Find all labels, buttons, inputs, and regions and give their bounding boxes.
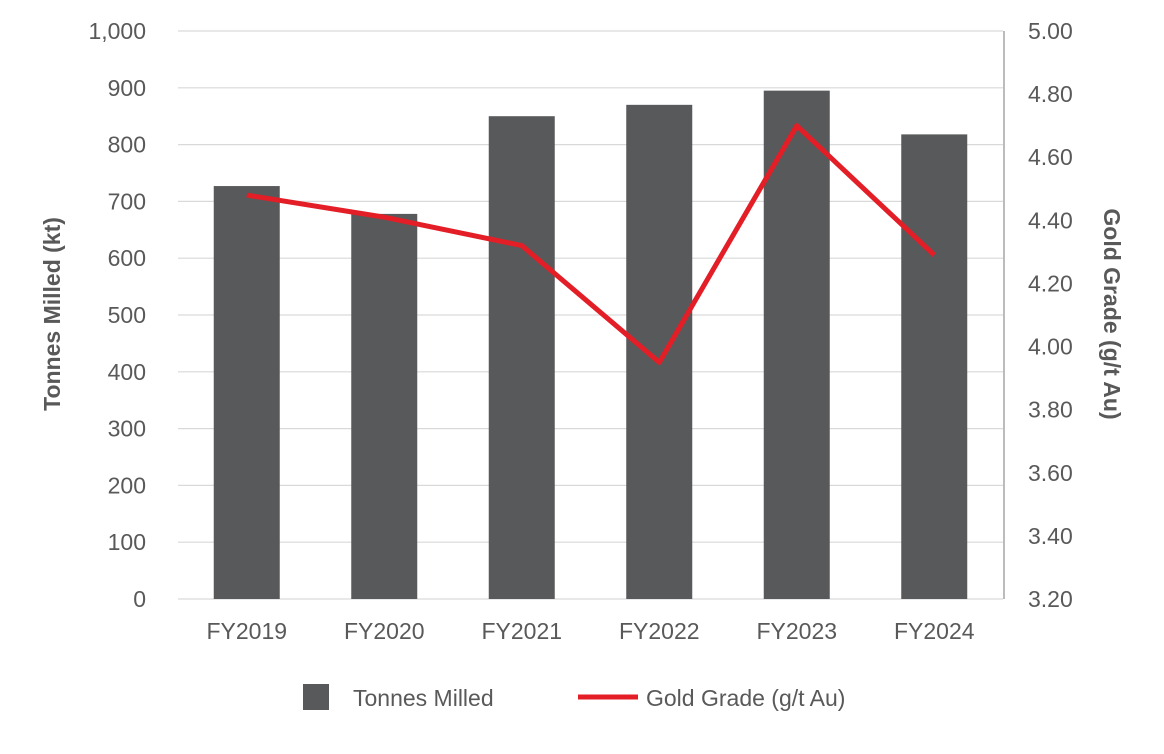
- bar: [488, 116, 555, 599]
- x-tick-label: FY2021: [481, 618, 562, 644]
- left-tick-label: 1,000: [88, 18, 146, 44]
- bar: [763, 90, 830, 599]
- right-tick-label: 3.60: [1028, 460, 1073, 486]
- right-tick-label: 3.80: [1028, 397, 1073, 423]
- bar: [626, 104, 693, 599]
- x-tick-label: FY2023: [756, 618, 837, 644]
- left-tick-label: 200: [108, 472, 146, 498]
- left-tick-label: 600: [108, 245, 146, 271]
- right-tick-label: 3.40: [1028, 523, 1073, 549]
- x-tick-label: FY2024: [894, 618, 975, 644]
- legend-label-tonnes-milled: Tonnes Milled: [353, 685, 494, 711]
- right-axis-ticks: 3.20 3.40 3.60 3.80 4.00 4.20 4.40 4.60 4.80 5.00: [1028, 18, 1073, 612]
- bar-series-tonnes-milled: [213, 90, 968, 599]
- left-axis-title: Tonnes Milled (kt): [39, 217, 65, 411]
- left-tick-label: 500: [108, 302, 146, 328]
- right-tick-label: 4.80: [1028, 81, 1073, 107]
- left-axis-ticks: 0 100 200 300 400 500 600 700 800 900 1,000: [88, 18, 146, 612]
- left-tick-label: 800: [108, 132, 146, 158]
- left-tick-label: 0: [133, 586, 146, 612]
- gold-grade-line: [246, 123, 936, 365]
- x-axis-ticks: FY2019 FY2020 FY2021 FY2022 FY2023 FY2024: [206, 618, 974, 644]
- left-tick-label: 700: [108, 188, 146, 214]
- right-tick-label: 3.20: [1028, 586, 1073, 612]
- left-tick-label: 100: [108, 529, 146, 555]
- line-series-gold-grade: [246, 123, 936, 365]
- legend: Tonnes Milled Gold Grade (g/t Au): [303, 684, 845, 711]
- bar: [351, 213, 418, 599]
- right-tick-label: 4.00: [1028, 334, 1073, 360]
- bar: [213, 186, 280, 599]
- right-tick-label: 4.20: [1028, 270, 1073, 296]
- right-axis-title: Gold Grade (g/t Au): [1099, 208, 1125, 419]
- legend-label-gold-grade: Gold Grade (g/t Au): [646, 685, 845, 711]
- right-tick-label: 4.60: [1028, 144, 1073, 170]
- right-tick-label: 4.40: [1028, 207, 1073, 233]
- left-tick-label: 300: [108, 416, 146, 442]
- left-tick-label: 400: [108, 359, 146, 385]
- x-tick-label: FY2022: [619, 618, 700, 644]
- bar: [901, 134, 968, 599]
- x-tick-label: FY2020: [344, 618, 425, 644]
- gridlines: [178, 30, 1003, 600]
- left-tick-label: 900: [108, 75, 146, 101]
- x-tick-label: FY2019: [206, 618, 287, 644]
- right-tick-label: 5.00: [1028, 18, 1073, 44]
- legend-swatch-tonnes-milled: [303, 684, 329, 710]
